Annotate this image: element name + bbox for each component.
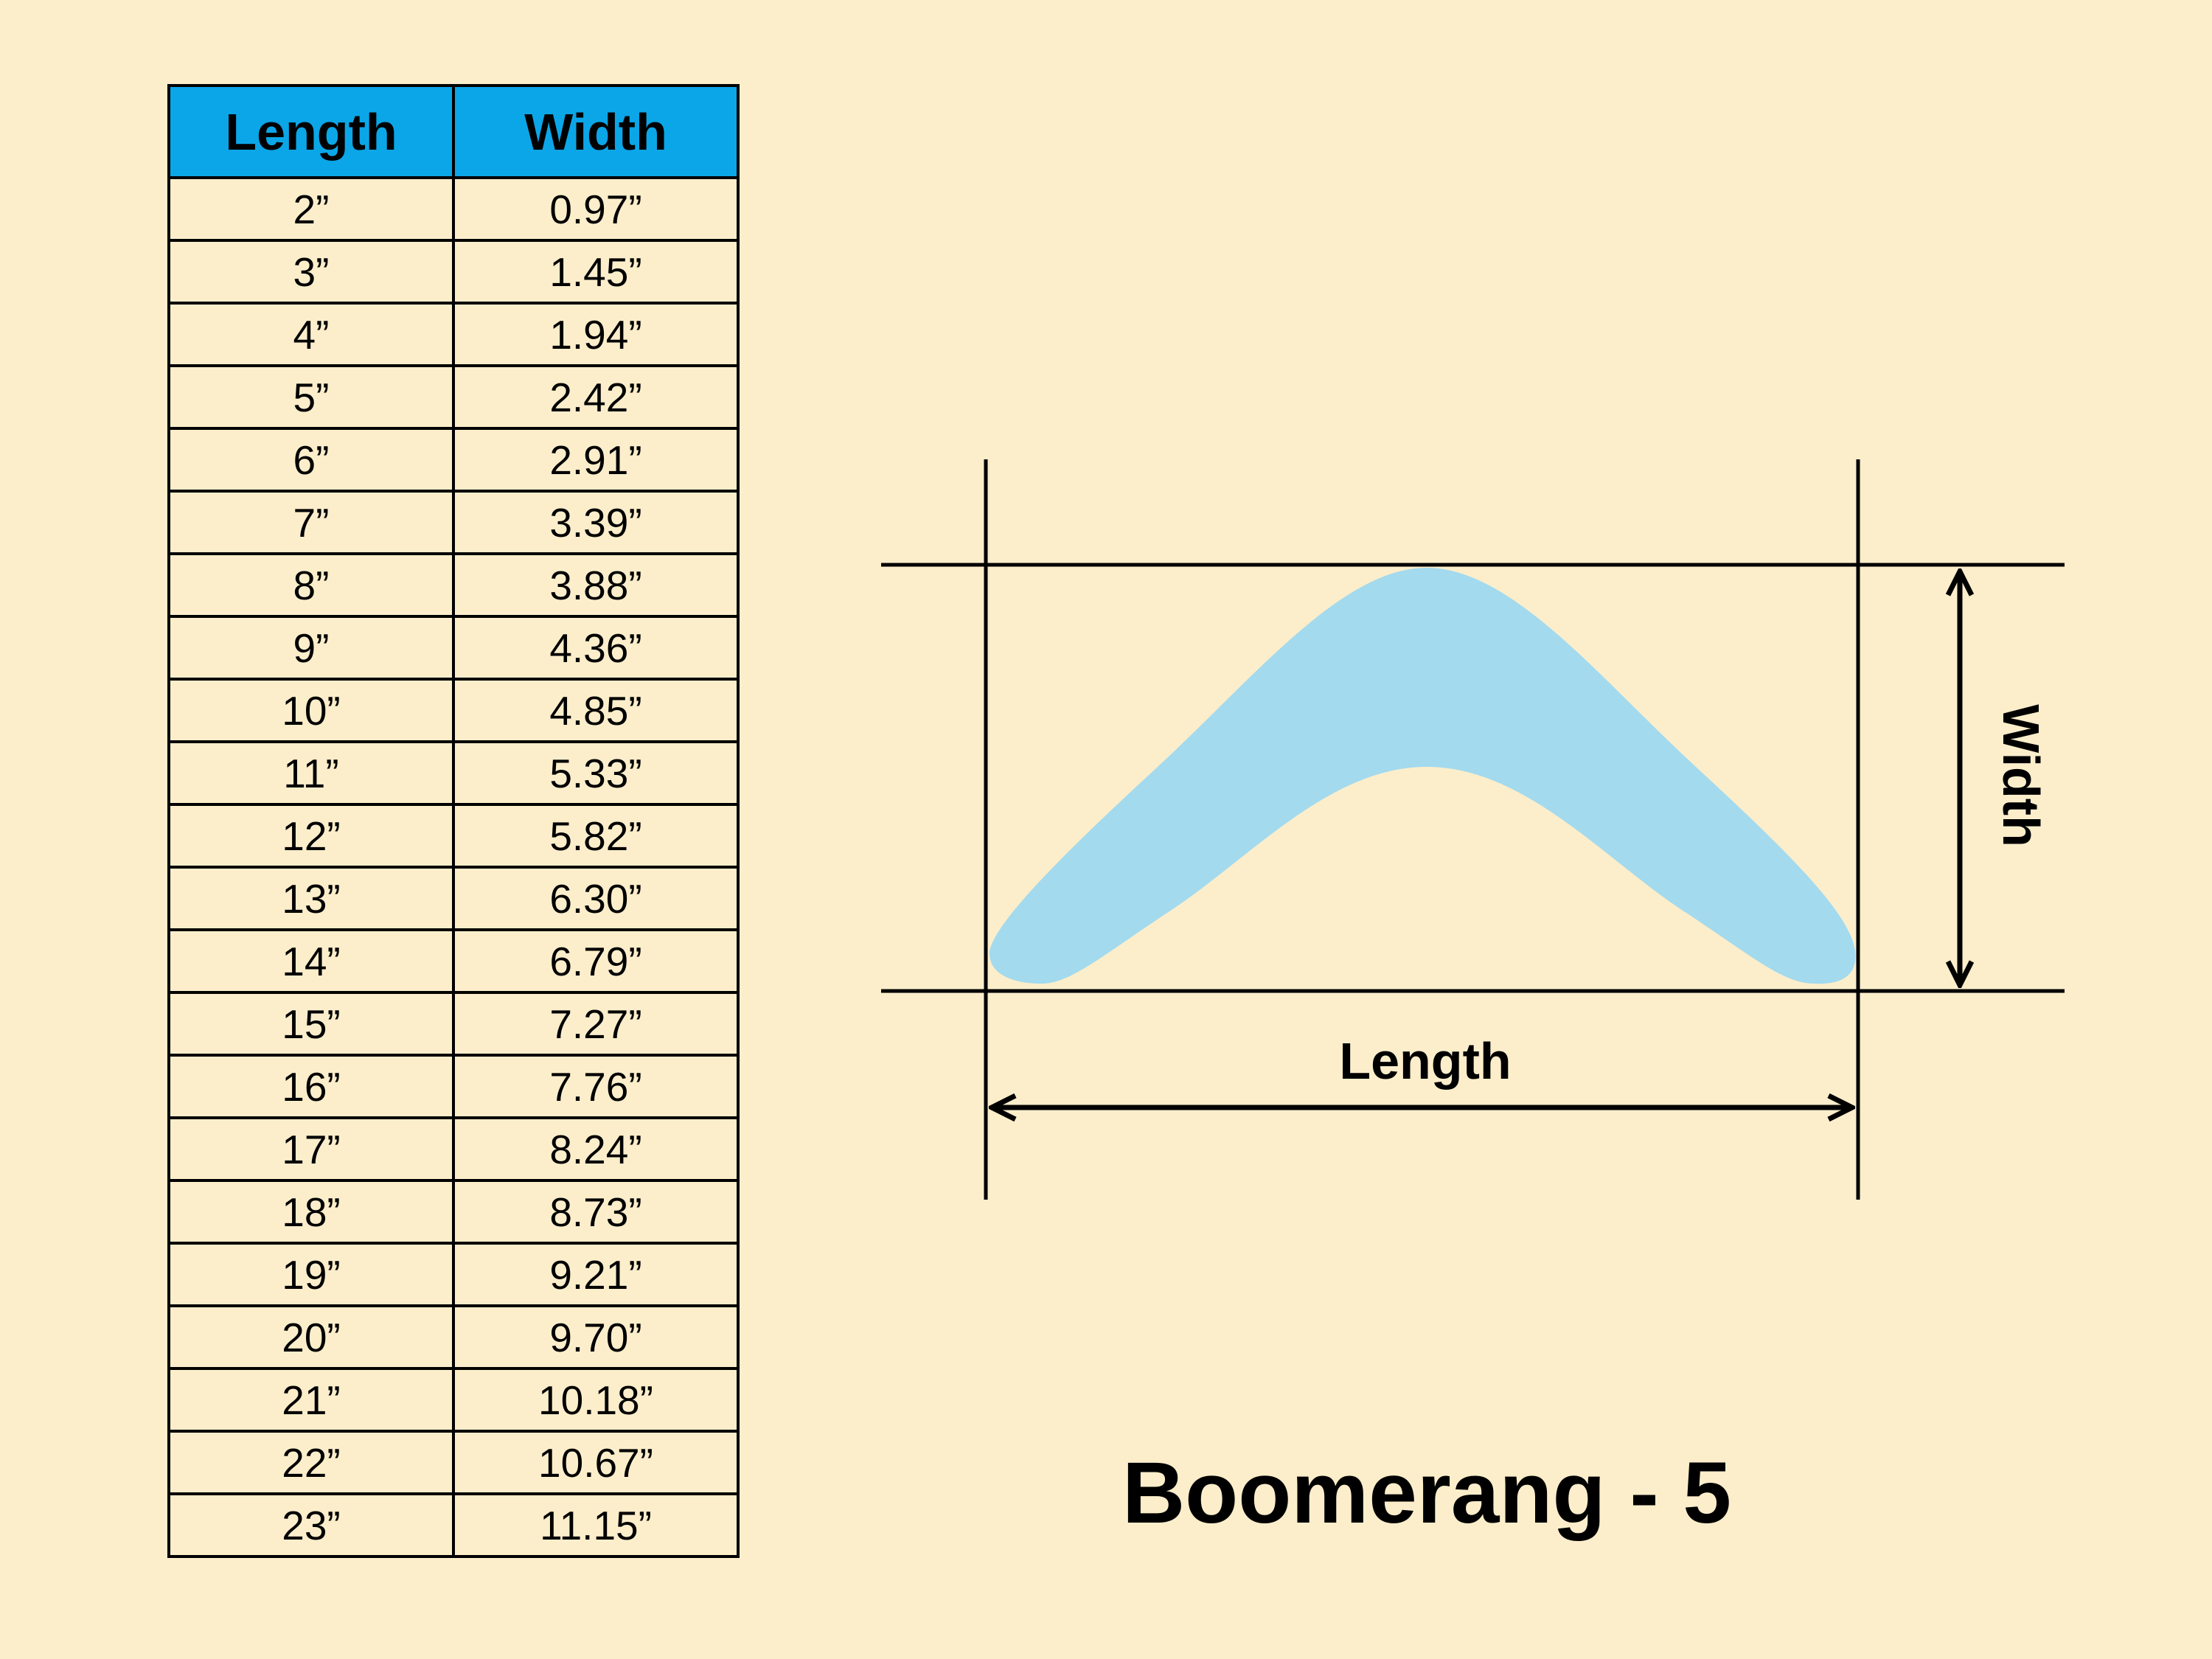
length-cell: 8” — [167, 552, 455, 618]
length-cell: 11” — [167, 740, 455, 806]
table-body: 2” 0.97” 3” 1.45” 4” 1.94” 5” 2.42” 6” 2.91” 7” 3.3… — [167, 176, 740, 1558]
header-width: Width — [452, 84, 740, 179]
width-cell: 3.88” — [452, 552, 740, 618]
width-cell: 1.45” — [452, 239, 740, 305]
table-row: 8” 3.88” — [167, 552, 740, 618]
width-cell: 10.67” — [452, 1430, 740, 1495]
table-row: 15” 7.27” — [167, 991, 740, 1057]
table-row: 4” 1.94” — [167, 302, 740, 367]
width-cell: 7.27” — [452, 991, 740, 1057]
diagram-title: Boomerang - 5 — [1121, 1444, 1732, 1542]
table-row: 12” 5.82” — [167, 803, 740, 869]
length-cell: 7” — [167, 490, 455, 555]
table-row: 22” 10.67” — [167, 1430, 740, 1495]
length-cell: 13” — [167, 866, 455, 931]
length-cell: 16” — [167, 1054, 455, 1119]
table-row: 3” 1.45” — [167, 239, 740, 305]
width-cell: 7.76” — [452, 1054, 740, 1119]
width-cell: 8.73” — [452, 1179, 740, 1245]
length-cell: 10” — [167, 678, 455, 743]
length-cell: 4” — [167, 302, 455, 367]
width-label: Width — [1992, 704, 2050, 847]
length-cell: 2” — [167, 176, 455, 242]
width-cell: 11.15” — [452, 1492, 740, 1558]
length-cell: 23” — [167, 1492, 455, 1558]
table-row: 18” 8.73” — [167, 1179, 740, 1245]
width-cell: 6.30” — [452, 866, 740, 931]
width-cell: 2.91” — [452, 427, 740, 493]
length-cell: 22” — [167, 1430, 455, 1495]
width-cell: 4.36” — [452, 615, 740, 681]
width-cell: 3.39” — [452, 490, 740, 555]
width-cell: 6.79” — [452, 928, 740, 994]
width-cell: 10.18” — [452, 1367, 740, 1433]
table-row: 14” 6.79” — [167, 928, 740, 994]
length-label: Length — [1339, 1032, 1511, 1090]
width-cell: 9.21” — [452, 1242, 740, 1307]
width-cell: 5.82” — [452, 803, 740, 869]
table-header-row: Length Width — [167, 84, 740, 179]
boomerang-fill — [989, 568, 1856, 984]
length-cell: 20” — [167, 1304, 455, 1370]
table-row: 17” 8.24” — [167, 1116, 740, 1182]
length-cell: 6” — [167, 427, 455, 493]
width-cell: 4.85” — [452, 678, 740, 743]
width-cell: 1.94” — [452, 302, 740, 367]
length-cell: 18” — [167, 1179, 455, 1245]
length-cell: 3” — [167, 239, 455, 305]
width-cell: 5.33” — [452, 740, 740, 806]
table-row: 20” 9.70” — [167, 1304, 740, 1370]
table-row: 11” 5.33” — [167, 740, 740, 806]
width-cell: 0.97” — [452, 176, 740, 242]
width-cell: 2.42” — [452, 364, 740, 430]
table-row: 9” 4.36” — [167, 615, 740, 681]
table-row: 16” 7.76” — [167, 1054, 740, 1119]
size-table: Length Width 2” 0.97” 3” 1.45” 4” 1.94” 5” 2.42… — [167, 84, 740, 1558]
length-cell: 9” — [167, 615, 455, 681]
header-length: Length — [167, 84, 455, 179]
length-cell: 21” — [167, 1367, 455, 1433]
length-cell: 14” — [167, 928, 455, 994]
table-row: 2” 0.97” — [167, 176, 740, 242]
length-cell: 12” — [167, 803, 455, 869]
length-cell: 19” — [167, 1242, 455, 1307]
width-cell: 8.24” — [452, 1116, 740, 1182]
length-cell: 17” — [167, 1116, 455, 1182]
length-cell: 5” — [167, 364, 455, 430]
table-row: 5” 2.42” — [167, 364, 740, 430]
table-row: 19” 9.21” — [167, 1242, 740, 1307]
table-row: 7” 3.39” — [167, 490, 740, 555]
table-row: 13” 6.30” — [167, 866, 740, 931]
table-row: 6” 2.91” — [167, 427, 740, 493]
length-cell: 15” — [167, 991, 455, 1057]
table-row: 10” 4.85” — [167, 678, 740, 743]
table-row: 21” 10.18” — [167, 1367, 740, 1433]
width-cell: 9.70” — [452, 1304, 740, 1370]
table-row: 23” 11.15” — [167, 1492, 740, 1558]
